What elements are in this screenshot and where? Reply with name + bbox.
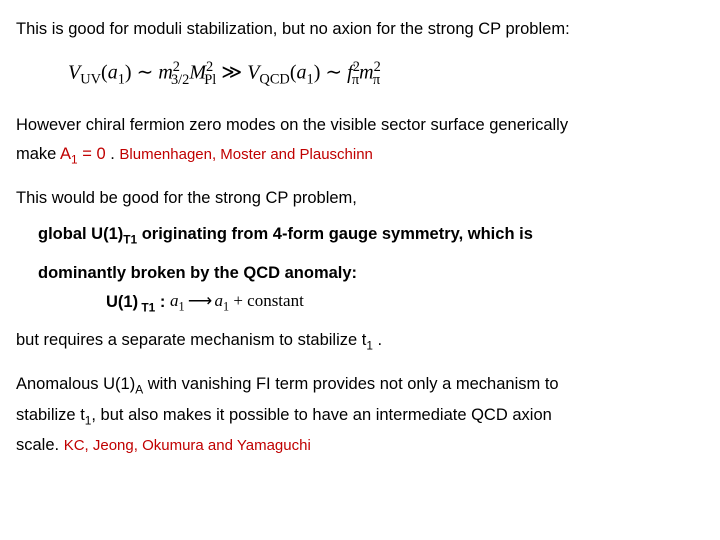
eq-m32sub: 3/2 [171, 72, 189, 88]
A1-sub: 1 [71, 152, 78, 166]
requires-end: . [373, 331, 382, 349]
arrow-icon: ⟶ [185, 291, 215, 310]
eq-gg: ≫ [216, 62, 247, 84]
u1-eq: a1 ⟶ a1 + constant [170, 290, 304, 315]
u1-U: U(1) [106, 293, 138, 311]
eq-Vqcd: V [247, 62, 259, 84]
A1-A: A [60, 145, 71, 163]
anom-rest: with vanishing FI term provides not only… [143, 375, 558, 393]
eq-sim2: ∼ [320, 62, 347, 84]
requires-text: but requires a separate mechanism to sta… [16, 331, 366, 349]
u1-transform-line: U(1) T1 : a1 ⟶ a1 + constant [106, 290, 704, 315]
eq-a1s: 1 [118, 72, 125, 88]
eq-a2s: 1 [306, 72, 313, 88]
citation-2: KC, Jeong, Okumura and Yamaguchi [64, 437, 311, 454]
dominantly-text: dominantly broken by the QCD anomaly: [38, 264, 357, 282]
stab-pre: stabilize t [16, 406, 85, 424]
A1-eq: = 0 [78, 145, 111, 163]
eq-a1: a [108, 62, 118, 84]
u1-const: + constant [229, 291, 304, 310]
global-u1-pre: global U(1) [38, 225, 123, 243]
chiral-line-2: make A1 = 0 . Blumenhagen, Moster and Pl… [16, 143, 704, 167]
global-u1-line2: dominantly broken by the QCD anomaly: [38, 262, 704, 284]
eq-a2: a [296, 62, 306, 84]
citation-1: Blumenhagen, Moster and Plauschinn [119, 146, 373, 163]
eq-uv-sub: UV [80, 72, 101, 88]
anomalous-line3: scale. KC, Jeong, Okumura and Yamaguchi [16, 434, 704, 456]
eq-rp1: ) [125, 62, 132, 84]
u1-colon: : [155, 293, 170, 311]
requires-line: but requires a separate mechanism to sta… [16, 329, 704, 353]
intro-text: This is good for moduli stabilization, b… [16, 20, 570, 38]
global-u1-rest: originating from 4-form gauge symmetry, … [137, 225, 533, 243]
chiral-text-a: However chiral fermion zero modes on the… [16, 116, 568, 134]
anom-sub: A [135, 383, 143, 397]
u1-label: U(1) T1 : [106, 293, 170, 311]
eq-mpi: m [359, 62, 373, 84]
global-u1-sub: T1 [123, 233, 137, 247]
intro-line: This is good for moduli stabilization, b… [16, 18, 704, 40]
global-u1-line1: global U(1)T1 originating from 4-form ga… [38, 223, 704, 247]
requires-sub: 1 [366, 338, 373, 352]
eq-sim1: ∼ [132, 62, 159, 84]
good-cp-text: This would be good for the strong CP pro… [16, 189, 357, 207]
u1-a1b: a [214, 291, 223, 310]
stab-rest: , but also makes it possible to have an … [91, 406, 551, 424]
eq-mpisub: π [373, 72, 380, 88]
anomalous-line1: Anomalous U(1)A with vanishing FI term p… [16, 373, 704, 397]
make-text: make [16, 145, 60, 163]
scale-text: scale. [16, 436, 64, 454]
eq-qcdsub: QCD [259, 72, 289, 88]
A1-zero: A1 = 0 [60, 145, 110, 163]
anom-pre: Anomalous U(1) [16, 375, 135, 393]
u1-sub: T1 [138, 300, 155, 314]
eq-Mplsub: Pl [204, 72, 216, 88]
eq-Vuv: V [68, 62, 80, 84]
equation-main: VUV(a1) ∼ m23/2M2Pl ≫ VQCD(a1) ∼ f2πm2π [68, 58, 704, 90]
chiral-line-1: However chiral fermion zero modes on the… [16, 114, 704, 136]
good-cp-line: This would be good for the strong CP pro… [16, 187, 704, 209]
eq-lp1: ( [101, 62, 108, 84]
anomalous-line2: stabilize t1, but also makes it possible… [16, 404, 704, 428]
